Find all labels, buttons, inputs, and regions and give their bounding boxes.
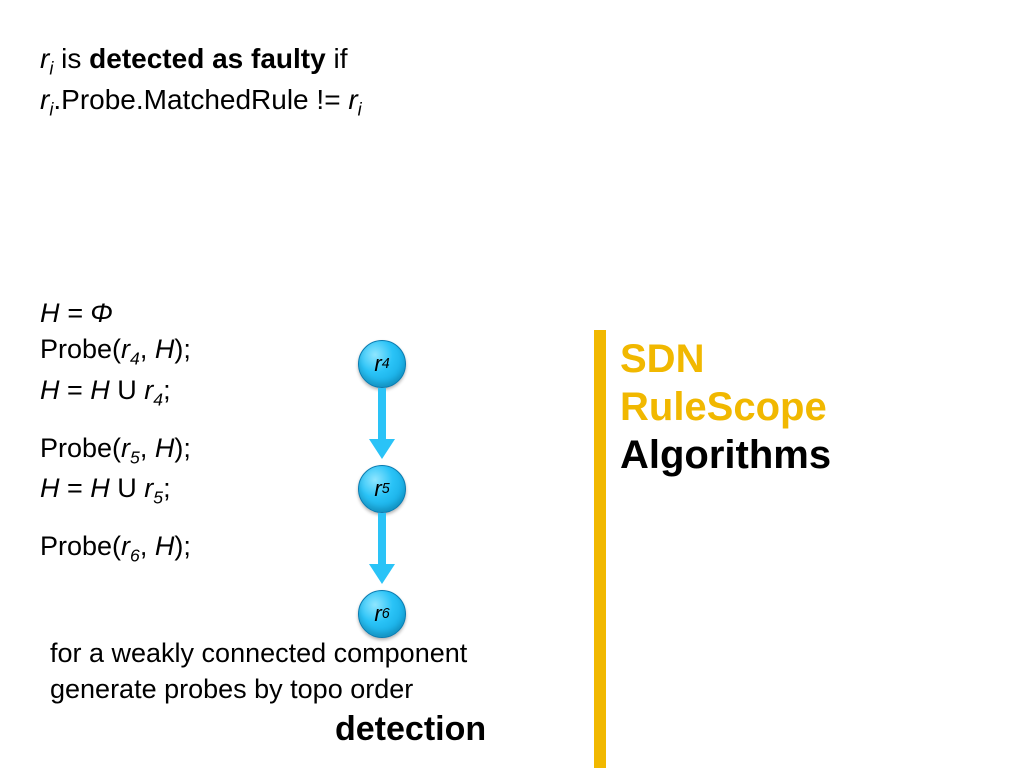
code-text: Probe( [40,334,121,364]
node-r5: r5 [358,465,406,513]
title-line-sdn: SDN [620,335,831,383]
code-text: ); [174,334,191,364]
footer-explanation: for a weakly connected component generat… [50,635,467,708]
node-sub: 5 [382,481,390,497]
code-text: = [60,375,91,405]
code-text: ; [163,375,171,405]
footer-line-1: for a weakly connected component [50,635,467,671]
section-title-detection: detection [335,710,486,749]
code-text: ); [174,531,191,561]
code-text: Probe( [40,531,121,561]
arrow-down-icon [378,513,386,568]
code-text: Probe( [40,433,121,463]
var-r: r [144,375,153,405]
rule-line-2: ri.Probe.MatchedRule != ri [40,81,362,122]
var-h: H [90,375,110,405]
var-h: H [40,473,60,503]
sub: 5 [130,447,140,467]
slide-title: SDN RuleScope Algorithms [620,335,831,479]
code-line: H = H U r4; [40,372,191,412]
arrow-down-icon [378,388,386,443]
algorithm-pseudocode: H = Φ Probe(r4, H); H = H U r4; Probe(r5… [40,295,191,568]
code-text: , [140,531,155,561]
code-text: , [140,433,155,463]
var-r: r [40,84,49,115]
code-text: H = Φ [40,298,113,328]
sub: 4 [130,349,140,369]
faulty-rule-definition: ri is detected as faulty if ri.Probe.Mat… [40,40,362,122]
var-h: H [90,473,110,503]
var-h: H [155,433,175,463]
node-label: r [374,601,381,627]
var-r: r [121,531,130,561]
text-probe-matched: .Probe.MatchedRule != [53,84,348,115]
title-line-algorithms: Algorithms [620,431,831,479]
sub: 5 [153,487,163,507]
footer-line-2: generate probes by topo order [50,671,467,707]
code-text: U [110,473,145,503]
var-h: H [155,334,175,364]
var-r: r [144,473,153,503]
code-line: Probe(r4, H); [40,331,191,371]
title-line-rulescope: RuleScope [620,383,831,431]
code-text: , [140,334,155,364]
node-r4: r4 [358,340,406,388]
text-if: if [326,43,348,74]
var-r: r [40,43,49,74]
code-line: Probe(r5, H); [40,430,191,470]
code-text: = [60,473,91,503]
spacer [40,510,191,528]
node-sub: 4 [382,356,390,372]
spacer [40,412,191,430]
var-h: H [40,375,60,405]
code-text: ; [163,473,171,503]
sub-i: i [358,100,362,120]
var-r: r [121,433,130,463]
var-r: r [121,334,130,364]
var-r: r [348,84,357,115]
text-detected: detected as faulty [89,43,326,74]
code-text: U [110,375,145,405]
node-r6: r6 [358,590,406,638]
text-is: is [53,43,89,74]
rule-line-1: ri is detected as faulty if [40,40,362,81]
node-label: r [374,351,381,377]
code-line: H = Φ [40,295,191,331]
code-line: Probe(r6, H); [40,528,191,568]
code-text: ); [174,433,191,463]
sub: 6 [130,545,140,565]
vertical-divider [594,330,606,768]
node-label: r [374,476,381,502]
var-h: H [155,531,175,561]
node-sub: 6 [382,606,390,622]
code-line: H = H U r5; [40,470,191,510]
sub: 4 [153,389,163,409]
